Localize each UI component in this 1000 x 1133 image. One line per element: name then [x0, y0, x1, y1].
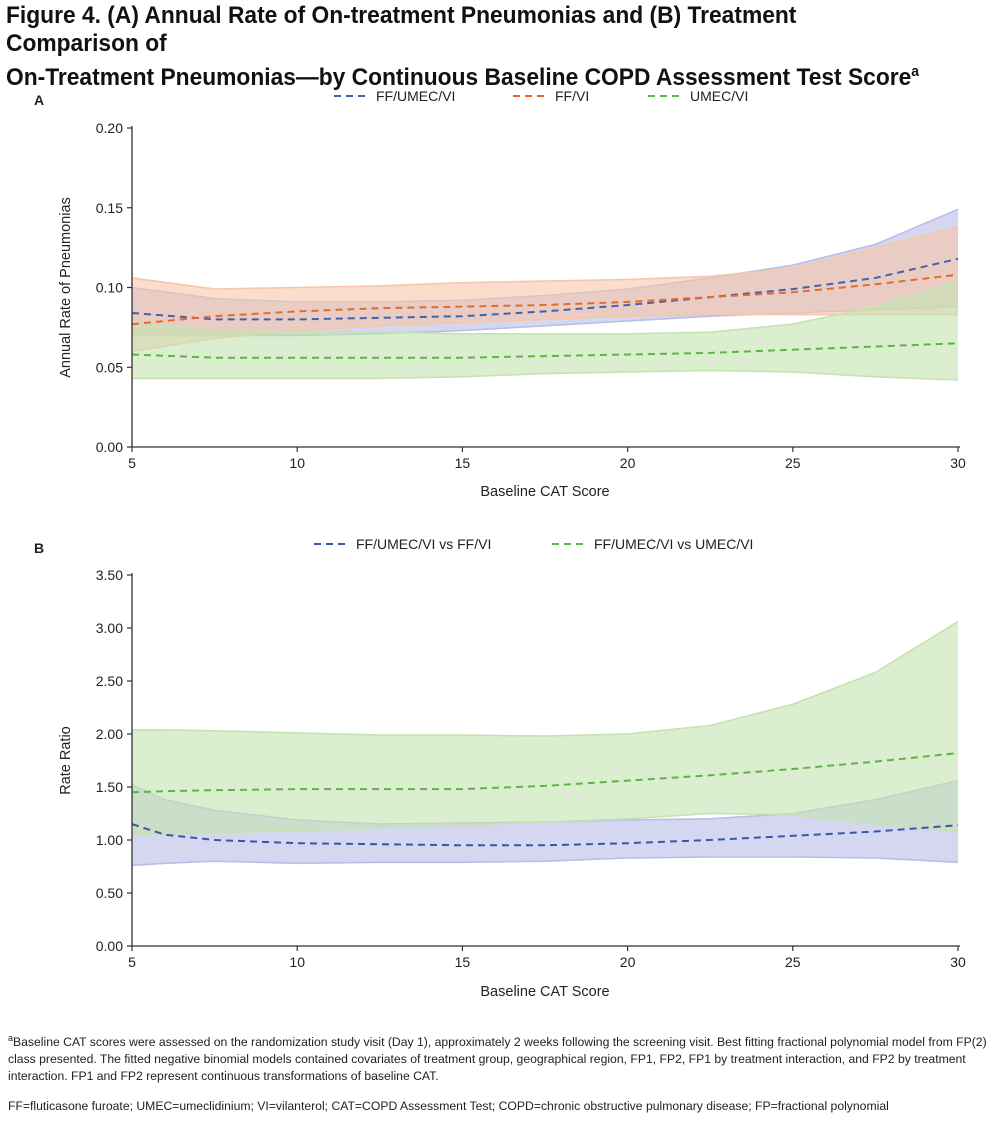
panel-label: B	[34, 540, 44, 556]
figure-title-line2-text: On-Treatment Pneumonias—by Continuous Ba…	[6, 64, 912, 92]
x-tick-label: 15	[455, 455, 471, 471]
panel-a-chart: 0.00 0.05 0.10 0.15 0.20 5 10 15 20 25 30 Baseline …	[34, 88, 966, 500]
legend-label-1: FF/UMEC/VI vs FF/VI	[356, 536, 491, 552]
y-tick-label: 3.00	[96, 620, 123, 636]
y-axis-label: Rate Ratio	[58, 726, 74, 795]
y-tick-label: 0.20	[96, 120, 123, 136]
y-tick-label: 1.50	[96, 779, 123, 795]
x-axis-label: Baseline CAT Score	[480, 484, 609, 500]
footnote-a: aBaseline CAT scores were assessed on th…	[8, 1030, 993, 1085]
x-tick-label: 5	[128, 954, 136, 970]
y-tick-label: 0.00	[96, 439, 123, 455]
series-line-2	[131, 752, 959, 794]
x-tick-label: 25	[785, 954, 801, 970]
x-tick-label: 30	[950, 954, 966, 970]
y-tick-label: 0.00	[96, 938, 123, 954]
confidence-band-2	[132, 226, 958, 352]
x-tick-label: 20	[620, 455, 636, 471]
footnote-a-marker: a	[8, 1033, 14, 1043]
confidence-band-2	[132, 621, 958, 835]
series-line-2	[131, 273, 959, 326]
confidence-band-3	[132, 281, 958, 380]
y-axis-label: Annual Rate of Pneumonias	[58, 197, 74, 378]
x-tick-label: 15	[455, 954, 471, 970]
figure-title-superscript: a	[911, 63, 920, 80]
series-line-1	[131, 823, 959, 847]
band-upper-edge-2	[131, 226, 959, 290]
legend-label-2: FF/VI	[555, 88, 589, 104]
panel-label: A	[34, 92, 44, 108]
band-upper-edge-3	[131, 280, 959, 335]
band-lower-edge-3	[132, 369, 959, 381]
y-tick-label: 1.00	[96, 832, 123, 848]
x-axis-label: Baseline CAT Score	[480, 984, 609, 1000]
series-line-3	[131, 342, 959, 359]
x-tick-label: 10	[289, 954, 305, 970]
x-tick-label: 10	[289, 455, 305, 471]
band-lower-edge-1	[131, 856, 959, 867]
figure-title-line1: Figure 4. (A) Annual Rate of On-treatmen…	[6, 2, 797, 57]
x-tick-label: 5	[128, 455, 136, 471]
y-tick-label: 3.50	[96, 567, 123, 583]
panel-b-chart: 0.00 0.50 1.00 1.50 2.00 2.50 3.00 3.50 5 10 15 20 2…	[34, 536, 966, 1000]
x-tick-label: 25	[785, 455, 801, 471]
footnote-abbreviations: FF=fluticasone furoate; UMEC=umeclidiniu…	[8, 1099, 889, 1113]
series-line-1	[131, 257, 959, 321]
figure-title: Figure 4. (A) Annual Rate of On-treatmen…	[6, 2, 922, 92]
y-tick-label: 0.15	[96, 200, 123, 216]
y-tick-label: 0.05	[96, 359, 123, 375]
footnote-a-text: Baseline CAT scores were assessed on the…	[8, 1035, 987, 1084]
band-upper-edge-2	[132, 620, 959, 737]
x-tick-label: 30	[950, 455, 966, 471]
y-tick-label: 0.50	[96, 885, 123, 901]
y-tick-label: 2.50	[96, 673, 123, 689]
figure-title-line2: On-Treatment Pneumonias—by Continuous Ba…	[6, 58, 922, 92]
x-tick-label: 20	[620, 954, 636, 970]
legend-label-1: FF/UMEC/VI	[376, 88, 455, 104]
legend-label-2: FF/UMEC/VI vs UMEC/VI	[594, 536, 753, 552]
legend-label-3: UMEC/VI	[690, 88, 748, 104]
band-lower-edge-2	[131, 812, 959, 836]
y-tick-label: 0.10	[96, 280, 123, 296]
y-tick-label: 2.00	[96, 726, 123, 742]
figure-charts: 0.00 0.05 0.10 0.15 0.20 5 10 15 20 25 30 Baseline …	[34, 88, 966, 1000]
